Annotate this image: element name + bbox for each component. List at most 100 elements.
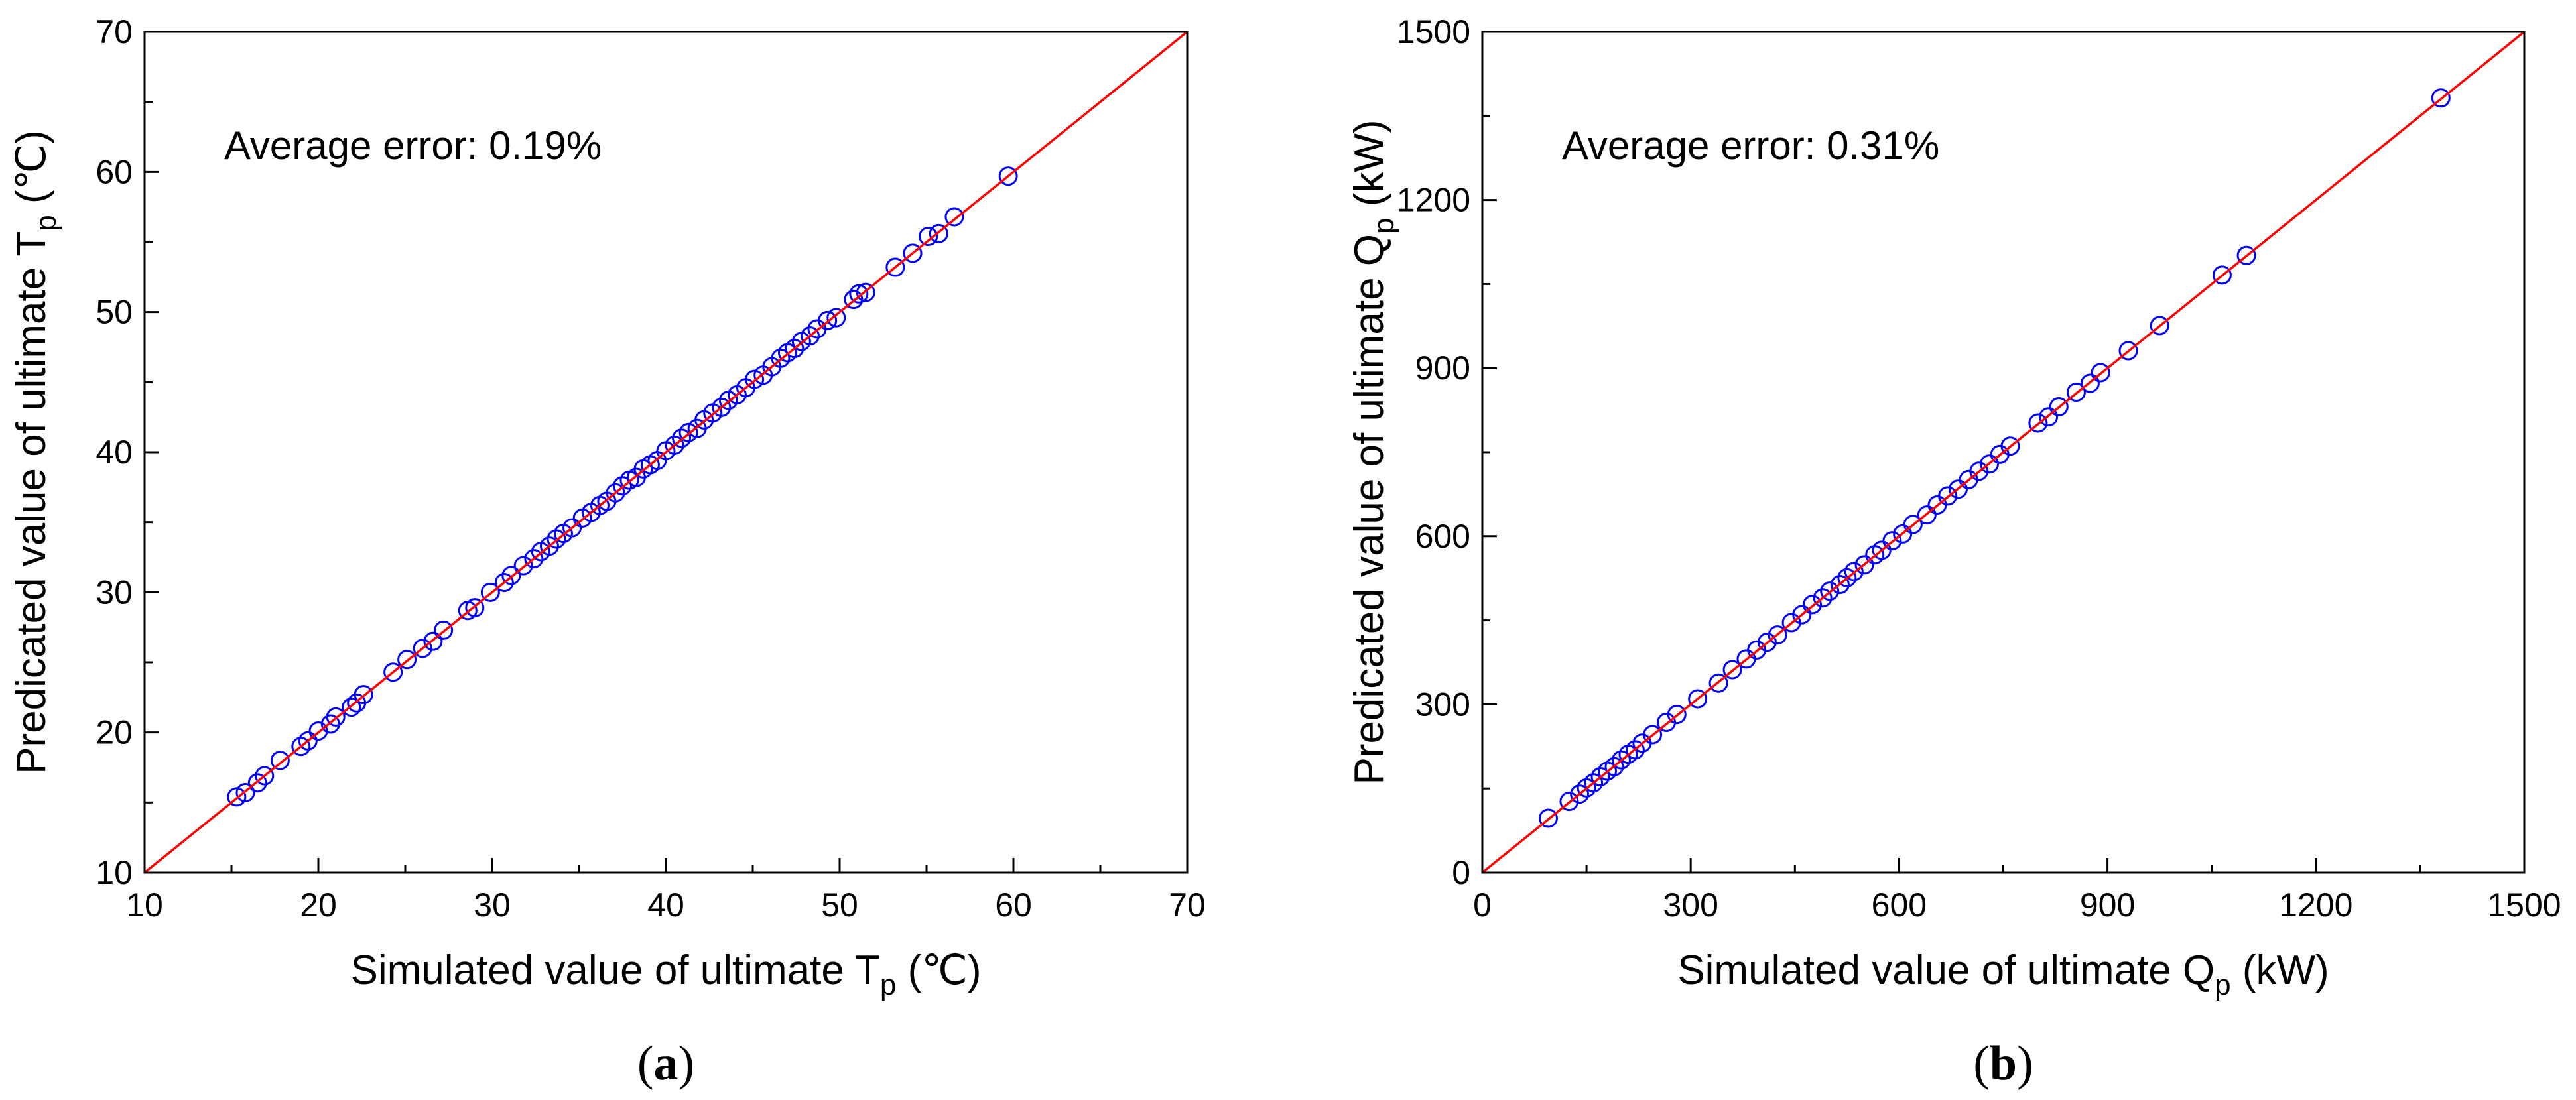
data-point (665, 435, 684, 455)
panel-a-y-title-subscript: p (30, 215, 62, 231)
data-point (2080, 373, 2100, 393)
data-point (1820, 581, 1840, 601)
data-point (2000, 436, 2020, 456)
data-point (1768, 625, 1787, 645)
panel-b: 0 300 600 900 1200 1500 0 300 600 900 1200 1500 Ave… (1346, 13, 2561, 1091)
y-tick-label: 900 (1415, 349, 1470, 387)
panel-b-marks (1538, 88, 2451, 828)
data-point (1688, 689, 1708, 709)
y-tick-label: 600 (1415, 518, 1470, 555)
data-point (494, 573, 514, 593)
data-point (1917, 505, 1937, 525)
data-point (255, 766, 275, 786)
data-point (944, 207, 964, 227)
panel-b-label-open: ( (1973, 1036, 1990, 1091)
y-tick-label: 70 (96, 13, 133, 50)
panel-a-y-title-suffix: (℃) (9, 130, 54, 215)
data-point (678, 422, 698, 442)
data-point (235, 783, 255, 803)
data-point (712, 397, 732, 417)
data-point (291, 737, 311, 757)
data-point (1792, 605, 1812, 625)
panel-b-y-axis-title: Predicated value of ultimate Qp (kW) (1346, 119, 1400, 784)
panel-a-x-title-suffix: (℃) (896, 947, 981, 993)
x-tick-label: 50 (821, 886, 858, 924)
y-tick-label: 50 (96, 294, 133, 331)
data-point (1882, 531, 1902, 551)
data-point (1559, 792, 1579, 812)
data-point (1844, 562, 1864, 581)
data-point (2028, 413, 2048, 433)
data-point (1903, 515, 1923, 534)
x-tick-label: 1200 (2279, 886, 2352, 924)
data-point (2066, 383, 2086, 402)
data-point (849, 284, 869, 304)
data-point (524, 549, 544, 569)
data-point (270, 751, 290, 770)
panel-b-reference-line (1481, 31, 2526, 874)
panel-b-x-axis-title: Simulated value of ultimate Qp (kW) (1677, 947, 2329, 1001)
data-point (745, 369, 765, 389)
data-point (2150, 316, 2169, 336)
data-point (2118, 341, 2138, 361)
panel-a: 10 20 30 40 50 60 70 10 20 30 40 50 60 70 Average err… (9, 13, 1206, 1091)
data-point (2212, 265, 2232, 285)
panel-a-ticks: 10 20 30 40 50 60 70 10 20 30 40 50 60 70 (96, 13, 1205, 924)
panel-a-reference-line (143, 31, 1189, 874)
panel-a-y-title-prefix: Predicated value of ultimate T (9, 231, 54, 774)
data-point (326, 707, 346, 727)
data-point (480, 582, 500, 602)
panel-a-x-title-subscript: p (880, 969, 896, 1001)
data-point (1872, 540, 1892, 560)
data-point (298, 731, 318, 751)
x-tick-label: 40 (647, 886, 684, 924)
data-point (1643, 725, 1663, 745)
y-tick-label: 0 (1452, 854, 1470, 891)
data-point (818, 310, 838, 330)
data-point (465, 598, 485, 618)
panel-b-annotation: Average error: 0.31% (1562, 123, 1939, 168)
data-point (1948, 479, 1968, 499)
data-point (227, 787, 247, 807)
data-point (397, 650, 417, 670)
panel-b-label-close: ) (2017, 1036, 2033, 1091)
data-point (1893, 524, 1913, 544)
panel-a-label-close: ) (678, 1036, 695, 1091)
x-tick-label: 20 (300, 886, 337, 924)
panel-a-marks (227, 166, 1018, 807)
x-tick-label: 900 (2080, 886, 2135, 924)
data-point (1980, 454, 2000, 474)
panel-b-label-letter: b (1990, 1036, 2017, 1091)
y-tick-label: 1200 (1397, 182, 1470, 219)
x-tick-label: 70 (1169, 886, 1206, 924)
data-point (826, 308, 846, 328)
data-point (672, 428, 692, 448)
data-point (613, 476, 632, 496)
panel-b-y-title-prefix: Predicated value of ultimate Q (1346, 234, 1392, 785)
data-point (2431, 88, 2451, 108)
panel-b-ticks: 0 300 600 900 1200 1500 0 300 600 900 1200 1500 (1397, 13, 2561, 924)
x-tick-label: 600 (1872, 886, 1927, 924)
x-tick-label: 30 (474, 886, 511, 924)
data-point (423, 631, 443, 651)
panel-a-y-axis-title: Predicated value of ultimate Tp (℃) (9, 130, 62, 774)
y-tick-label: 20 (96, 714, 133, 751)
data-point (247, 773, 267, 793)
data-point (2039, 407, 2059, 427)
y-tick-label: 60 (96, 153, 133, 190)
data-point (1813, 588, 1833, 608)
y-tick-label: 10 (96, 854, 133, 891)
data-point (1830, 574, 1850, 594)
panel-a-label: (a) (637, 1036, 694, 1091)
data-point (1584, 773, 1604, 793)
data-point (606, 483, 625, 503)
data-point (2091, 363, 2110, 383)
data-point (771, 348, 791, 368)
data-point (1802, 595, 1822, 615)
data-point (1722, 660, 1742, 680)
data-point (929, 223, 948, 243)
x-tick-label: 0 (1473, 886, 1492, 924)
panel-a-x-axis-title: Simulated value of ultimate Tp (℃) (350, 947, 981, 1001)
data-point (1611, 750, 1631, 770)
data-point (800, 326, 820, 346)
